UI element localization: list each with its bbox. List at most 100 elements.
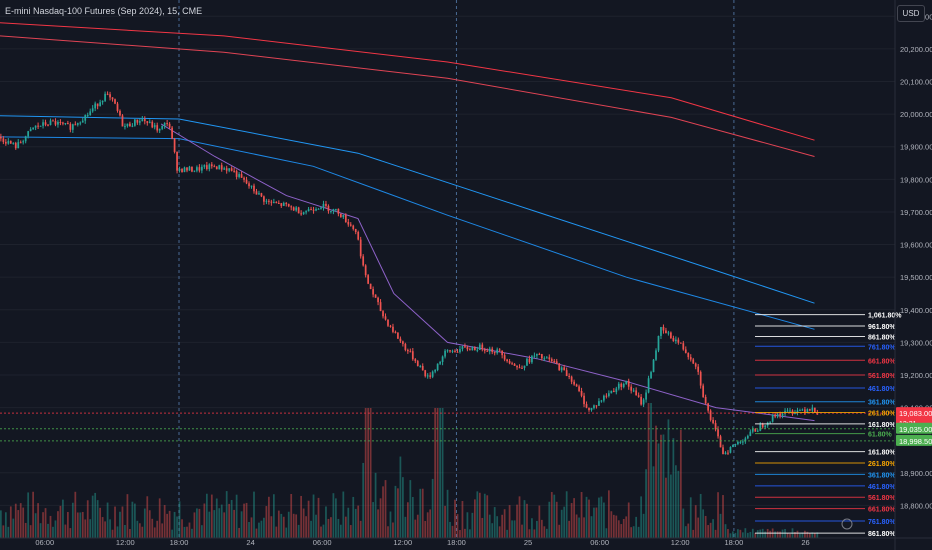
candle-body xyxy=(220,165,223,170)
volume-bar xyxy=(223,512,226,538)
volume-bar xyxy=(501,514,504,538)
candle-body xyxy=(682,343,685,350)
volume-bar xyxy=(471,512,474,538)
volume-bar xyxy=(598,497,600,538)
volume-bar xyxy=(794,532,796,538)
volume-bar xyxy=(622,518,625,538)
volume-bar xyxy=(518,496,521,538)
volume-bar xyxy=(161,523,164,538)
volume-bar xyxy=(647,403,650,538)
volume-bar xyxy=(131,501,134,538)
x-axis-tick-label: 24 xyxy=(246,538,254,547)
volume-bar xyxy=(322,524,325,538)
volume-bar xyxy=(746,532,749,538)
candle-body xyxy=(585,404,588,408)
volume-bar xyxy=(79,512,82,538)
candle-body xyxy=(679,342,682,344)
price-badge xyxy=(896,422,932,434)
candle-body xyxy=(617,383,620,389)
volume-bar xyxy=(461,501,464,538)
currency-button[interactable]: USD xyxy=(897,5,925,22)
candle-body xyxy=(759,424,762,431)
volume-bar xyxy=(49,515,52,538)
volume-bar xyxy=(697,517,700,538)
candle-body xyxy=(352,225,355,229)
candle-body xyxy=(583,395,585,405)
candle-body xyxy=(771,414,774,422)
volume-bar xyxy=(305,516,307,538)
candle-body xyxy=(511,363,513,365)
candle-body xyxy=(620,383,623,387)
candle-body xyxy=(22,141,25,143)
candle-body xyxy=(253,185,255,192)
volume-bar xyxy=(684,526,687,538)
candle-body xyxy=(377,297,379,303)
volume-bar xyxy=(277,510,280,538)
volume-bar xyxy=(799,533,801,538)
candle-body xyxy=(305,211,307,213)
volume-bar xyxy=(637,526,640,538)
volume-bar xyxy=(302,508,305,538)
volume-bar xyxy=(317,497,320,538)
volume-bar xyxy=(607,490,610,538)
volume-bar xyxy=(233,509,236,538)
fib-level-label: 261.80% xyxy=(868,410,896,417)
candle-body xyxy=(536,354,538,356)
candle-body xyxy=(518,367,521,369)
volume-bar xyxy=(550,492,553,538)
candle-body xyxy=(565,370,568,376)
candle-body xyxy=(496,349,499,354)
volume-bar xyxy=(344,516,347,538)
volume-bar xyxy=(382,486,384,538)
candle-body xyxy=(141,119,144,122)
candle-body xyxy=(655,350,657,360)
candle-body xyxy=(409,351,412,353)
volume-bar xyxy=(580,492,583,538)
candle-body xyxy=(357,232,360,240)
candle-body xyxy=(451,350,454,352)
candle-body xyxy=(501,350,504,356)
candle-body xyxy=(295,207,298,211)
candle-body xyxy=(47,124,49,126)
candle-body xyxy=(702,385,705,397)
candle-body xyxy=(533,355,536,357)
volume-bar xyxy=(578,517,580,538)
candle-body xyxy=(414,359,417,362)
candle-body xyxy=(116,103,119,111)
candle-body xyxy=(64,123,67,125)
candle-body xyxy=(751,429,754,432)
volume-bar xyxy=(22,507,25,538)
candle-body xyxy=(488,348,491,352)
candle-body xyxy=(349,224,352,226)
candle-body xyxy=(466,347,469,350)
volume-bar xyxy=(796,530,799,538)
candle-body xyxy=(761,424,764,428)
volume-bar xyxy=(171,529,173,538)
candle-body xyxy=(225,168,228,171)
volume-bar xyxy=(486,495,489,538)
candle-body xyxy=(804,409,806,412)
candle-body xyxy=(563,367,566,371)
candle-body xyxy=(491,348,494,353)
volume-bar xyxy=(4,512,7,538)
price-badge-label: 19,035.00 xyxy=(899,425,932,434)
candle-body xyxy=(138,121,141,123)
volume-bar xyxy=(511,520,513,538)
candle-body xyxy=(354,228,357,233)
candle-body xyxy=(476,349,479,351)
candle-body xyxy=(607,393,610,396)
candle-body xyxy=(506,359,508,362)
volume-bar xyxy=(310,520,312,538)
volume-bar xyxy=(156,520,159,538)
candle-body xyxy=(483,349,486,351)
candle-body xyxy=(106,93,109,95)
volume-bar xyxy=(332,493,335,538)
volume-bar xyxy=(548,501,551,538)
volume-bar xyxy=(558,524,561,538)
moving-average-line xyxy=(160,123,815,422)
volume-bar xyxy=(642,513,645,538)
volume-bar xyxy=(704,515,707,538)
candle-body xyxy=(265,200,268,202)
candle-body xyxy=(540,354,543,359)
